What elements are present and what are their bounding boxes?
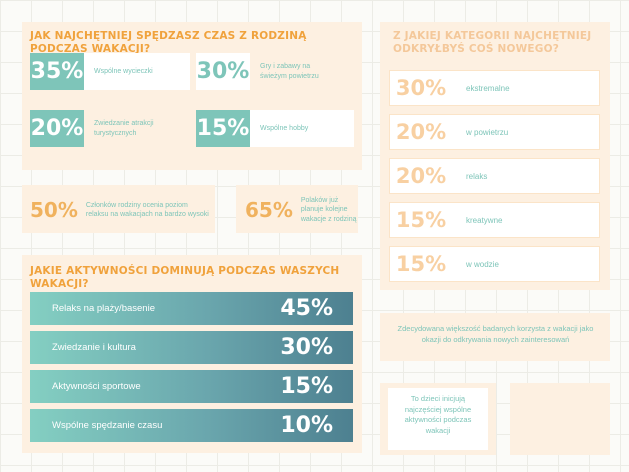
- category-label: w powietrzu: [466, 127, 509, 137]
- family-stat-label: Wspólne wycieczki: [94, 67, 153, 75]
- category-label: ekstremalne: [466, 83, 510, 93]
- family-time-title: JAK NAJCHĘTNIEJ SPĘDZASZ CZAS Z RODZINĄ …: [30, 30, 307, 56]
- activity-label: Wspólne spędzanie czasu: [52, 420, 163, 431]
- category-panel: [380, 22, 610, 290]
- category-row-air: 20% w powietrzu: [389, 114, 600, 150]
- fact-label: Polaków już planuje kolejne wakacje z ro…: [300, 196, 357, 223]
- activity-value: 45%: [280, 296, 333, 321]
- activity-label: Aktywności sportowe: [52, 381, 141, 392]
- category-value: 15%: [395, 208, 447, 232]
- family-stat-trips: 35% Wspólne wycieczki: [30, 53, 190, 90]
- majority-note: Zdecydowana większość badanych korzysta …: [397, 324, 594, 344]
- family-stat-hobby: 15% Wspólne hobby: [196, 110, 354, 147]
- majority-note-panel: [380, 313, 610, 361]
- activity-label: Relaks na plaży/basenie: [52, 303, 155, 314]
- activities-title: JAKIE AKTYWNOŚCI DOMINUJĄ PODCZAS WASZYC…: [30, 265, 340, 291]
- fact-relax-panel: [22, 185, 215, 233]
- activity-value: 10%: [280, 413, 333, 438]
- activity-label: Zwiedzanie i kultura: [52, 342, 136, 353]
- decorative-panel: [510, 383, 610, 455]
- category-value: 15%: [395, 252, 447, 276]
- activity-bar-beach: Relaks na plaży/basenie 45%: [30, 292, 353, 325]
- family-stat-value: 30%: [196, 53, 250, 90]
- activity-value: 15%: [280, 374, 333, 399]
- fact-value: 65%: [245, 198, 293, 222]
- category-value: 20%: [395, 164, 447, 188]
- category-value: 20%: [395, 120, 447, 144]
- category-value: 30%: [395, 76, 447, 100]
- family-stat-sightseeing: 20% Zwiedzanie atrakcji turystycznych: [30, 110, 190, 147]
- category-row-extreme: 30% ekstremalne: [389, 70, 600, 106]
- category-row-creative: 15% kreatywne: [389, 202, 600, 238]
- activity-bar-sports: Aktywności sportowe 15%: [30, 370, 353, 403]
- activity-bar-together: Wspólne spędzanie czasu 10%: [30, 409, 353, 442]
- category-row-water: 15% w wodzie: [389, 246, 600, 282]
- family-stat-label: Wspólne hobby: [260, 124, 309, 132]
- fact-value: 50%: [30, 198, 78, 222]
- fact-relax: 50% Członków rodziny ocenia poziom relak…: [30, 192, 210, 228]
- children-note: To dzieci inicjują najczęściej wspólne a…: [404, 394, 472, 435]
- activity-bar-culture: Zwiedzanie i kultura 30%: [30, 331, 353, 364]
- family-stat-label: Zwiedzanie atrakcji turystycznych: [94, 120, 154, 137]
- activity-value: 30%: [280, 335, 333, 360]
- children-note-card: [388, 388, 488, 450]
- family-stat-label: Gry i zabawy na świeżym powietrzu: [260, 63, 319, 80]
- family-stat-value: 35%: [30, 53, 84, 90]
- family-stat-games: 30% Gry i zabawy na świeżym powietrzu: [196, 53, 354, 90]
- family-stat-value: 15%: [196, 110, 250, 147]
- category-row-relax: 20% relaks: [389, 158, 600, 194]
- family-stat-value: 20%: [30, 110, 84, 147]
- category-title: Z JAKIEJ KATEGORII NAJCHĘTNIEJ ODKRYŁBYŚ…: [393, 30, 592, 56]
- category-label: w wodzie: [466, 259, 499, 269]
- fact-plans: 65% Polaków już planuje kolejne wakacje …: [245, 190, 357, 230]
- category-label: kreatywne: [466, 215, 503, 225]
- category-label: relaks: [466, 171, 488, 181]
- fact-plans-panel: [236, 185, 358, 233]
- fact-label: Członków rodziny ocenia poziom relaksu n…: [85, 201, 209, 218]
